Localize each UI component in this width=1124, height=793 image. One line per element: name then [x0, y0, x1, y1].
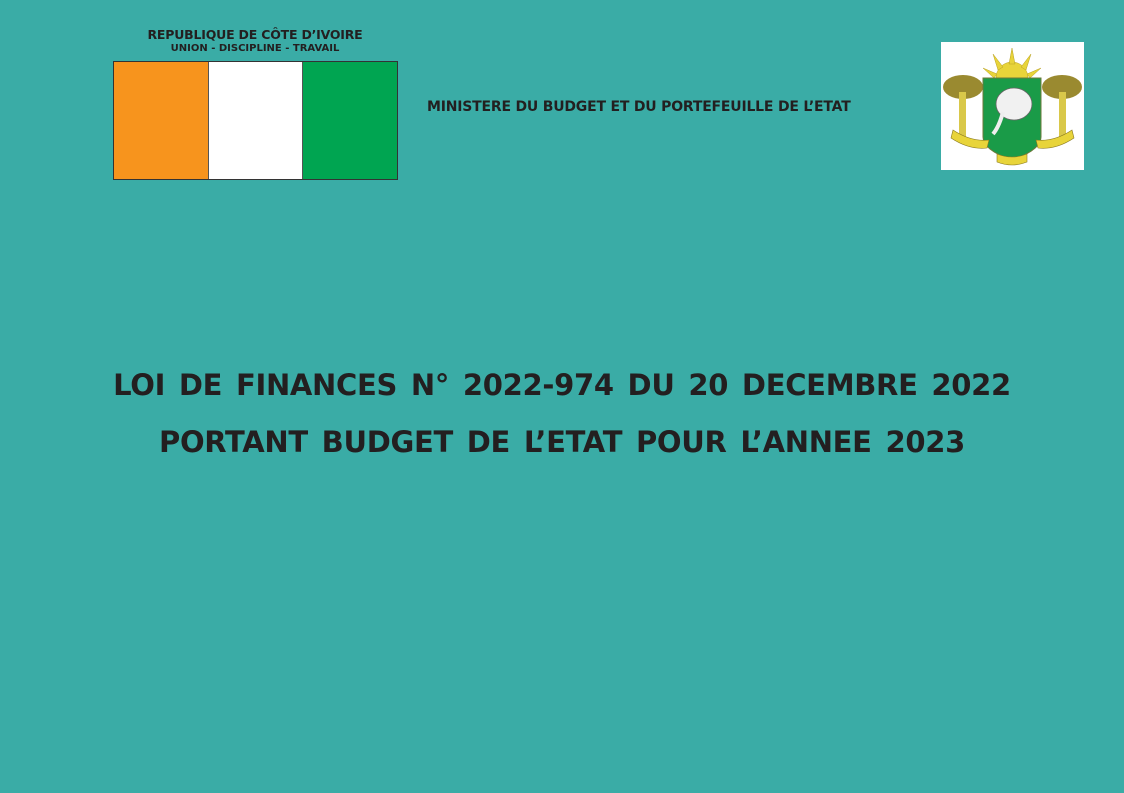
national-motto: UNION - DISCIPLINE - TRAVAIL: [170, 43, 340, 54]
document-title-line-1: LOI DE FINANCES N° 2022-974 DU 20 DECEMB…: [113, 368, 1011, 402]
flag-white-band: [207, 62, 303, 179]
flag-green-band: [302, 62, 398, 179]
ministry-name: MINISTERE DU BUDGET ET DU PORTEFEUILLE D…: [427, 99, 851, 115]
country-name: REPUBLIQUE DE CÔTE D’IVOIRE: [147, 27, 363, 42]
ivory-coast-flag: [113, 61, 398, 180]
document-title-line-2: PORTANT BUDGET DE L’ETAT POUR L’ANNEE 20…: [158, 425, 965, 459]
flag-orange-band: [114, 62, 208, 179]
coat-of-arms: [941, 42, 1084, 170]
